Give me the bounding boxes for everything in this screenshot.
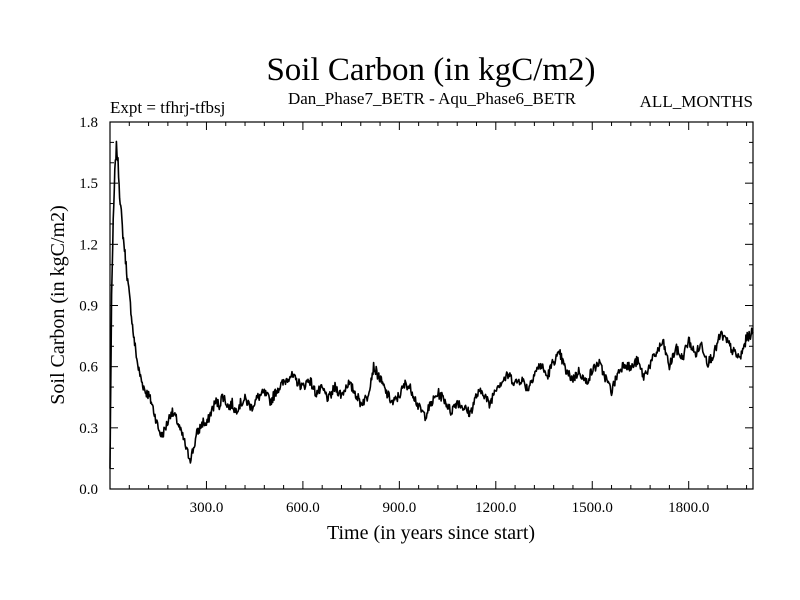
- y-tick-label: 1.5: [79, 176, 98, 192]
- x-tick-label: 600.0: [286, 500, 320, 516]
- y-tick-label: 0.0: [79, 482, 98, 498]
- y-tick-label: 0.3: [79, 421, 98, 437]
- x-tick-label: 900.0: [382, 500, 416, 516]
- x-axis-label: Time (in years since start): [327, 522, 535, 544]
- y-tick-label: 1.2: [79, 237, 98, 253]
- chart-title: Soil Carbon (in kgC/m2): [266, 52, 595, 88]
- x-tick-label: 1500.0: [572, 500, 613, 516]
- y-tick-label: 0.6: [79, 360, 98, 376]
- months-label: ALL_MONTHS: [640, 92, 753, 111]
- comparison-label: Dan_Phase7_BETR - Aqu_Phase6_BETR: [288, 89, 577, 108]
- tick-labels: 0.0 0.3 0.6 0.9 1.2 1.5 1.8 300.0 600.0 900.0 1200…: [79, 115, 709, 516]
- y-axis-label: Soil Carbon (in kgC/m2): [47, 205, 69, 404]
- expt-label: Expt = tfhrj-tfbsj: [110, 98, 225, 117]
- x-tick-label: 300.0: [190, 500, 224, 516]
- y-tick-label: 0.9: [79, 299, 98, 315]
- y-tick-label: 1.8: [79, 115, 98, 131]
- x-tick-label: 1200.0: [475, 500, 516, 516]
- plot-frame: [109, 121, 754, 490]
- x-tick-label: 1800.0: [668, 500, 709, 516]
- soil-carbon-line: [109, 140, 754, 469]
